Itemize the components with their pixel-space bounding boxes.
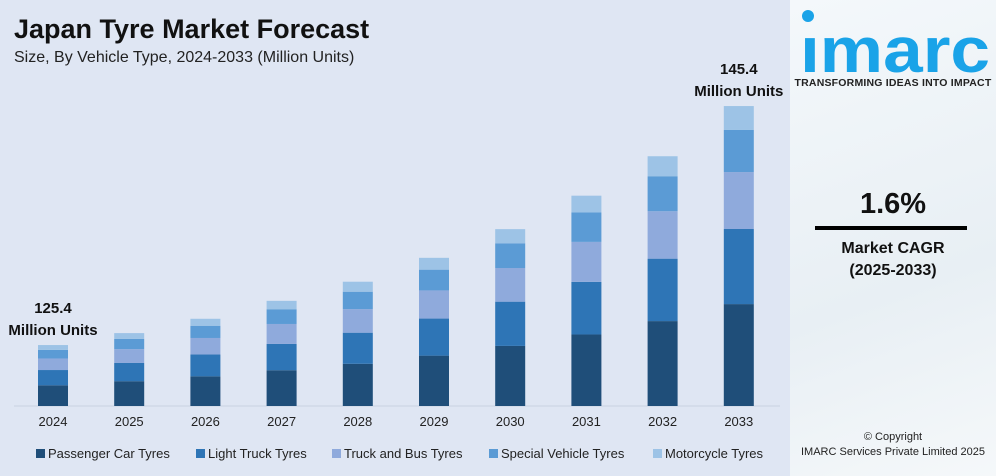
bar-segment-2024-0 xyxy=(38,385,68,406)
legend-swatch xyxy=(196,449,205,458)
cagr-period: (2025-2033) xyxy=(849,262,937,279)
legend-swatch xyxy=(36,449,45,458)
legend-label: Truck and Bus Tyres xyxy=(344,446,463,461)
x-tick-label: 2024 xyxy=(39,414,68,429)
legend-swatch xyxy=(489,449,498,458)
bar-segment-2024-4 xyxy=(38,345,68,350)
bar-segment-2027-2 xyxy=(266,323,297,344)
copyright: © Copyright IMARC Services Private Limit… xyxy=(790,430,996,460)
bar-segment-2032-0 xyxy=(647,321,678,406)
bar-segment-2025-3 xyxy=(114,338,145,350)
bar-segment-2027-3 xyxy=(266,309,297,324)
bar-segment-2029-1 xyxy=(419,318,449,356)
svg-text:ımarc: ımarc xyxy=(800,14,990,80)
bar-segment-2028-4 xyxy=(342,281,373,292)
bar-segment-2030-4 xyxy=(495,229,526,244)
bar-segment-2028-1 xyxy=(342,332,373,364)
side-panel: ımarc TRANSFORMING IDEAS INTO IMPACT 1.6… xyxy=(790,0,996,476)
bar-segment-2033-1 xyxy=(723,229,754,305)
bar-segment-2026-3 xyxy=(190,325,221,338)
stacked-bar-chart: 2024 2025 2026 2027 2028 2029 2030 2031 2032 2033… xyxy=(8,61,783,461)
bar-segment-2033-4 xyxy=(723,106,754,130)
bar-segment-2031-4 xyxy=(571,195,602,213)
bar-segment-2025-1 xyxy=(114,362,145,382)
bar-segment-2029-0 xyxy=(419,355,449,406)
bar-segment-2028-2 xyxy=(342,309,373,333)
bar-segment-2033-3 xyxy=(723,129,754,173)
x-tick-label: 2032 xyxy=(648,414,677,429)
bar-segment-2026-0 xyxy=(190,376,221,406)
copyright-line2: IMARC Services Private Limited 2025 xyxy=(800,446,985,458)
x-tick-label: 2025 xyxy=(115,414,144,429)
legend-label: Light Truck Tyres xyxy=(208,446,307,461)
chart-area: Japan Tyre Market Forecast Size, By Vehi… xyxy=(0,0,790,476)
x-tick-label: 2031 xyxy=(572,414,601,429)
cagr-label: Market CAGR (2025-2033) xyxy=(790,238,996,282)
bar-segment-2025-4 xyxy=(114,333,145,339)
bar-segment-2032-1 xyxy=(647,258,678,322)
bar-segment-2031-1 xyxy=(571,281,602,335)
bar-segment-2026-2 xyxy=(190,337,221,355)
bar-segment-2030-1 xyxy=(495,301,526,346)
bar-segment-2031-2 xyxy=(571,241,602,282)
annotation-unit: Million Units xyxy=(8,322,97,339)
x-tick-label: 2027 xyxy=(267,414,296,429)
bar-segment-2027-4 xyxy=(266,300,297,310)
copyright-line1: © Copyright xyxy=(863,431,923,443)
x-tick-label: 2030 xyxy=(496,414,525,429)
bar-segment-2029-3 xyxy=(419,269,449,291)
tagline: TRANSFORMING IDEAS INTO IMPACT xyxy=(794,77,992,89)
bar-segment-2025-2 xyxy=(114,349,145,363)
bar-segment-2030-2 xyxy=(495,268,526,302)
bar-segment-2028-3 xyxy=(342,291,373,310)
bar-segment-2032-2 xyxy=(647,211,678,259)
bar-segment-2030-3 xyxy=(495,243,526,269)
legend-swatch xyxy=(653,449,662,458)
legend-label: Motorcycle Tyres xyxy=(665,446,764,461)
bar-segment-2032-3 xyxy=(647,176,678,212)
bar-segment-2028-0 xyxy=(342,363,373,406)
annotation-value: 125.4 xyxy=(34,300,72,317)
legend-label: Special Vehicle Tyres xyxy=(501,446,625,461)
bar-segment-2026-4 xyxy=(190,318,221,326)
legend-label: Passenger Car Tyres xyxy=(48,446,170,461)
divider xyxy=(815,226,967,230)
annotation-unit: Million Units xyxy=(694,83,783,100)
bar-segment-2024-2 xyxy=(38,358,68,371)
bar-segment-2026-1 xyxy=(190,354,221,377)
x-tick-label: 2028 xyxy=(343,414,372,429)
bar-segment-2025-0 xyxy=(114,381,145,406)
bar-segment-2031-3 xyxy=(571,212,602,242)
bar-segment-2027-0 xyxy=(266,370,297,406)
chart-title: Japan Tyre Market Forecast xyxy=(14,14,370,44)
bar-segment-2024-3 xyxy=(38,349,68,359)
bar-segment-2029-4 xyxy=(419,257,449,270)
cagr-value: 1.6% xyxy=(859,188,927,220)
chart-subtitle: Size, By Vehicle Type, 2024-2033 (Millio… xyxy=(14,49,355,66)
bar-segment-2029-2 xyxy=(419,290,449,319)
legend-swatch xyxy=(332,449,341,458)
annotation-value: 145.4 xyxy=(720,61,758,78)
bar-segment-2024-1 xyxy=(38,370,68,386)
bar-segment-2027-1 xyxy=(266,343,297,371)
x-tick-label: 2033 xyxy=(724,414,753,429)
bar-segment-2033-2 xyxy=(723,172,754,230)
bar-segment-2030-0 xyxy=(495,345,526,406)
bar-segment-2032-4 xyxy=(647,156,678,177)
bar-segment-2031-0 xyxy=(571,334,602,406)
x-tick-label: 2029 xyxy=(420,414,449,429)
imarc-logo: ımarc xyxy=(800,10,990,80)
bar-segment-2033-0 xyxy=(723,304,754,406)
cagr-label-text: Market CAGR xyxy=(841,240,945,257)
x-tick-label: 2026 xyxy=(191,414,220,429)
